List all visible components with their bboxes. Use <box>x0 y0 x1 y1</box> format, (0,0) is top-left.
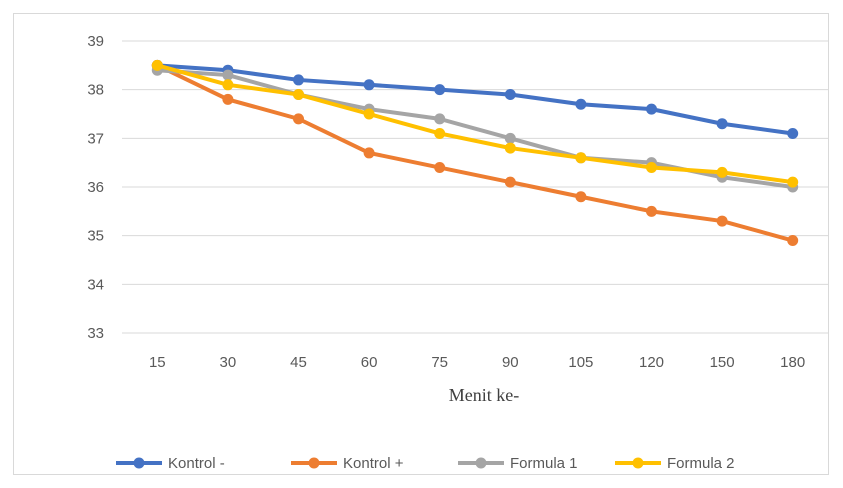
y-tick-label: 35 <box>87 228 104 245</box>
legend-swatch-marker <box>133 457 145 469</box>
x-tick-label: 30 <box>220 354 237 371</box>
data-point <box>787 176 799 188</box>
y-tick-label: 39 <box>87 33 104 50</box>
legend-label: Kontrol + <box>343 455 404 472</box>
data-point <box>363 108 375 120</box>
series-line <box>155 63 795 243</box>
data-point <box>504 142 516 154</box>
data-point <box>504 132 516 144</box>
legend-item: Kontrol + <box>291 455 404 472</box>
data-point <box>293 113 304 125</box>
x-tick-label: 180 <box>780 354 805 371</box>
data-point <box>504 176 516 188</box>
legend-label: Kontrol - <box>168 455 225 472</box>
x-tick-label: 15 <box>149 354 166 371</box>
x-tick-label: 60 <box>361 354 378 371</box>
data-point <box>646 205 657 217</box>
x-tick-label: 105 <box>568 354 593 371</box>
series-line <box>155 63 795 185</box>
data-point <box>575 98 587 110</box>
data-point <box>504 89 516 101</box>
data-point <box>434 162 446 174</box>
x-tick-label: 150 <box>710 354 735 371</box>
data-point <box>646 162 657 174</box>
legend-swatch-marker <box>475 457 487 469</box>
legend-item: Formula 2 <box>615 455 735 472</box>
data-point <box>787 235 799 247</box>
data-point <box>716 215 728 227</box>
data-point <box>222 69 234 81</box>
series-group <box>151 59 799 247</box>
data-point <box>434 127 446 139</box>
data-point <box>646 103 657 115</box>
legend-label: Formula 2 <box>667 455 735 472</box>
legend-swatch-marker <box>308 457 320 469</box>
x-tick-label: 75 <box>431 354 448 371</box>
data-point <box>222 79 234 91</box>
gridlines <box>122 40 828 334</box>
legend-swatch-marker <box>632 457 644 469</box>
data-point <box>293 74 304 86</box>
x-tick-label: 120 <box>639 354 664 371</box>
data-point <box>787 127 799 139</box>
data-point <box>363 79 375 91</box>
data-point <box>434 113 446 125</box>
legend-label: Formula 1 <box>510 455 578 472</box>
y-tick-label: 33 <box>87 325 104 342</box>
y-tick-label: 38 <box>87 82 104 99</box>
x-axis-ticks: 15 30 45 60 75 90 105 120 150 180 <box>149 354 805 371</box>
legend-item: Kontrol - <box>116 455 225 472</box>
data-point <box>716 118 728 130</box>
data-point <box>716 166 728 178</box>
series-line <box>155 63 795 136</box>
legend: Kontrol - Kontrol + Formula 1 Formula 2 <box>116 455 735 472</box>
data-point <box>363 147 375 159</box>
data-point <box>434 84 446 96</box>
series-formula-2 <box>151 59 799 188</box>
data-point <box>222 93 234 105</box>
data-point <box>575 152 587 164</box>
data-point <box>151 59 163 71</box>
y-tick-label: 37 <box>87 130 104 147</box>
data-point <box>293 89 304 101</box>
data-point <box>575 191 587 203</box>
legend-item: Formula 1 <box>458 455 578 472</box>
y-tick-label: 34 <box>87 276 104 293</box>
x-tick-label: 45 <box>290 354 307 371</box>
x-tick-label: 90 <box>502 354 519 371</box>
y-axis-ticks: 33 34 35 36 37 38 39 <box>87 33 104 342</box>
x-axis-title: Menit ke- <box>449 385 519 405</box>
y-tick-label: 36 <box>87 179 104 196</box>
